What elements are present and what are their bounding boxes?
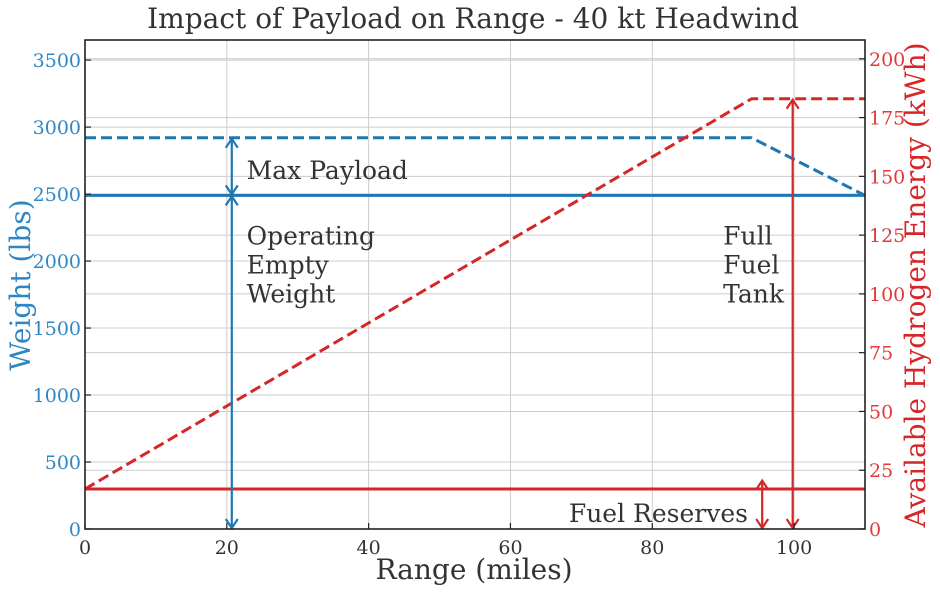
chart-title: Impact of Payload on Range - 40 kt Headw… [147, 2, 799, 35]
y-right-tick-label: 175 [869, 108, 905, 130]
x-tick-label: 100 [776, 537, 812, 559]
y-right-tick-label: 75 [869, 343, 893, 365]
annotation-2-line-0: Full [723, 222, 772, 251]
arrows-group [224, 97, 800, 530]
annotation-3-line-0: Fuel Reserves [569, 499, 748, 528]
ticks-group: 0 20 40 60 80 1000500100015002000250030003500… [33, 49, 906, 559]
y-axis-label-left: Weight (lbs) [4, 199, 37, 370]
y-right-tick-label: 150 [869, 166, 905, 188]
annotation-1-line-1: Empty [247, 251, 330, 280]
arrow-head-bottom-2 [755, 518, 770, 530]
y-right-tick-label: 50 [869, 401, 893, 423]
series-line-2 [84, 97, 865, 491]
x-axis-label: Range (miles) [375, 553, 572, 586]
x-tick-label: 20 [215, 537, 239, 559]
series-line-0 [85, 136, 866, 197]
x-tick-label: 60 [498, 537, 522, 559]
series-group [84, 97, 866, 491]
arrow-head-top-2 [755, 478, 770, 491]
y-left-tick-label: 2000 [33, 251, 81, 273]
annotation-0-line-0: Max Payload [247, 156, 408, 185]
arrow-head-bottom-3 [785, 518, 800, 530]
y-right-tick-label: 0 [869, 519, 881, 541]
arrow-head-top-1 [224, 194, 239, 207]
x-tick-label: 80 [640, 537, 664, 559]
y-left-tick-label: 500 [45, 452, 81, 474]
y-left-tick-label: 1500 [33, 318, 81, 340]
y-axis-label-right: Available Hydrogen Energy (kWh) [899, 42, 932, 528]
annotation-1-line-2: Weight [247, 280, 336, 309]
annotation-2-line-2: Tank [723, 280, 785, 309]
y-right-tick-label: 200 [869, 49, 905, 71]
y-left-tick-label: 1000 [33, 385, 81, 407]
x-tick-label: 40 [357, 537, 381, 559]
y-right-tick-label: 125 [869, 225, 905, 247]
arrow-head-top-0 [224, 136, 239, 149]
arrow-head-top-3 [785, 97, 800, 110]
annotation-2-line-1: Fuel [723, 251, 779, 280]
y-right-tick-label: 25 [869, 460, 893, 482]
arrow-head-bottom-0 [224, 184, 239, 197]
annotation-1-line-0: Operating [247, 222, 375, 251]
y-left-tick-label: 2500 [33, 184, 81, 206]
arrow-head-bottom-1 [224, 518, 239, 530]
y-right-tick-label: 100 [869, 284, 905, 306]
plot-frame [84, 39, 866, 530]
x-tick-label: 0 [79, 537, 91, 559]
y-left-tick-label: 3500 [33, 50, 81, 72]
y-left-tick-label: 3000 [33, 117, 81, 139]
y-left-tick-label: 0 [69, 519, 81, 541]
